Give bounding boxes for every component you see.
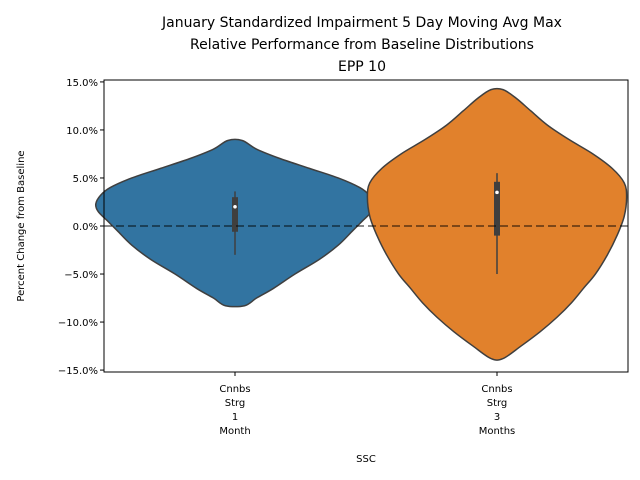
x-tick-label: Cnnbs bbox=[481, 384, 512, 395]
x-tick-label: 3 bbox=[494, 412, 500, 423]
violin-median-dot bbox=[233, 204, 237, 209]
y-axis-label: Percent Change from Baseline bbox=[16, 150, 27, 301]
x-tick-label: Cnnbs bbox=[219, 384, 250, 395]
chart-title: January Standardized Impairment 5 Day Mo… bbox=[161, 15, 562, 75]
y-tick-label: 10.0% bbox=[66, 126, 98, 137]
y-tick-label: −5.0% bbox=[64, 270, 98, 281]
x-tick-label: Month bbox=[219, 426, 250, 437]
x-tick-label: Strg bbox=[225, 398, 246, 409]
x-tick-label: Months bbox=[479, 426, 516, 437]
chart-title-line-1: January Standardized Impairment 5 Day Mo… bbox=[161, 15, 562, 31]
x-axis-label: SSC bbox=[356, 454, 376, 465]
y-axis: −15.0% −10.0% −5.0% 0.0% 5.0% 10.0% 15.0% bbox=[58, 78, 104, 377]
violin-iqr-box bbox=[232, 197, 238, 232]
y-tick-label: 0.0% bbox=[73, 222, 98, 233]
violin-median-dot bbox=[495, 190, 499, 195]
y-tick-label: −15.0% bbox=[58, 366, 98, 377]
x-tick-label: 1 bbox=[232, 412, 238, 423]
chart-title-line-3: EPP 10 bbox=[338, 59, 386, 75]
x-axis: Cnnbs Strg 1 Month Cnnbs Strg 3 Months bbox=[219, 372, 515, 437]
plot-area bbox=[94, 87, 628, 361]
violin-iqr-box bbox=[494, 181, 500, 236]
y-tick-label: −10.0% bbox=[58, 318, 98, 329]
chart-title-line-2: Relative Performance from Baseline Distr… bbox=[190, 37, 534, 53]
y-tick-label: 15.0% bbox=[66, 78, 98, 89]
x-tick-label: Strg bbox=[487, 398, 508, 409]
y-tick-label: 5.0% bbox=[73, 174, 98, 185]
